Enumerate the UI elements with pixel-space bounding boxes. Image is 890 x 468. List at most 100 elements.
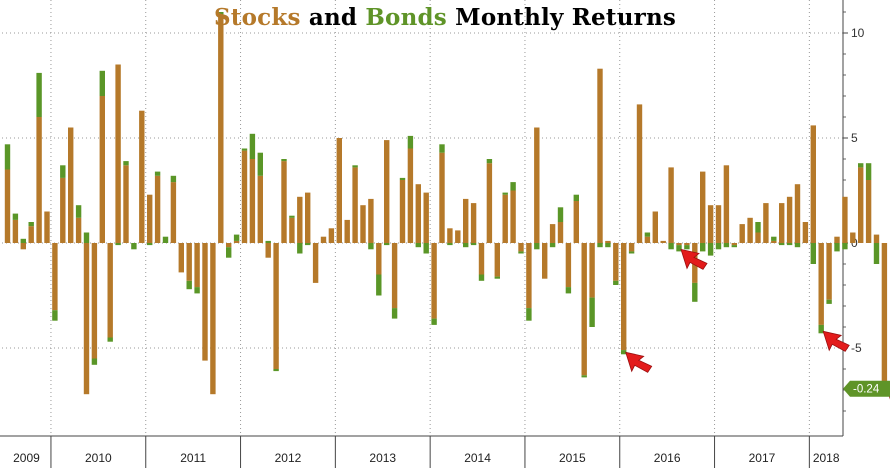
bonds-bar [826, 299, 832, 304]
stocks-bar [865, 180, 872, 243]
stocks-bar [858, 167, 864, 243]
stocks-bar [281, 161, 287, 243]
bonds-bar [123, 161, 129, 166]
stocks-bar [123, 165, 129, 243]
bonds-bar [731, 245, 737, 248]
bonds-bar [170, 175, 177, 183]
stocks-bar [542, 243, 548, 279]
bonds-bar [60, 165, 66, 178]
stocks-bar [644, 236, 651, 243]
stocks-bar [384, 140, 390, 243]
bonds-bar [431, 318, 437, 325]
bonds-bar [597, 243, 603, 248]
year-label: 2016 [654, 451, 681, 465]
bonds-bar [297, 243, 303, 254]
stocks-bar [328, 228, 335, 243]
bonds-bar [755, 222, 761, 233]
bonds-bar [810, 243, 816, 264]
stocks-bar [439, 152, 445, 243]
stocks-bar [60, 177, 66, 243]
bonds-bar [510, 182, 516, 191]
bonds-bar [502, 192, 508, 195]
stocks-bar [368, 198, 374, 243]
bonds-bar [384, 243, 390, 246]
red-arrow [680, 248, 708, 270]
stocks-bar [407, 148, 414, 243]
stocks-bar [147, 194, 153, 243]
bonds-bar [644, 232, 651, 237]
year-label: 2009 [13, 451, 40, 465]
stocks-bar [779, 203, 785, 243]
bonds-bar [257, 152, 263, 176]
bonds-bar [91, 358, 98, 365]
bonds-bar [75, 205, 82, 218]
bonds-bar [391, 308, 398, 319]
stocks-bar [786, 196, 793, 243]
stocks-bar [526, 243, 532, 309]
stocks-bar [210, 243, 216, 395]
stocks-bar [723, 165, 730, 243]
stocks-bar [478, 243, 485, 275]
bonds-bar [534, 243, 540, 250]
stocks-bar [257, 175, 263, 243]
bonds-bar [368, 243, 374, 250]
bonds-bar [20, 238, 26, 243]
bonds-bar [494, 276, 500, 279]
bonds-bar [715, 243, 722, 250]
stocks-bar [463, 198, 469, 243]
year-label: 2010 [85, 451, 112, 465]
stocks-bar [12, 219, 19, 243]
stocks-bar [534, 127, 540, 243]
stocks-bar [470, 203, 477, 243]
stocks-bar [613, 243, 619, 281]
bonds-bar [273, 369, 279, 372]
stocks-bar [44, 211, 50, 243]
stocks-bar [494, 243, 500, 277]
year-label: 2013 [369, 451, 396, 465]
bonds-bar [241, 148, 248, 151]
stocks-bar [115, 64, 121, 243]
stocks-bar [233, 240, 240, 243]
stocks-bar [565, 243, 572, 288]
bonds-bar [518, 251, 524, 254]
stocks-bar [763, 203, 769, 243]
bonds-bar [233, 234, 240, 241]
stocks-bar [771, 240, 777, 243]
year-label: 2012 [275, 451, 302, 465]
stocks-bar [826, 243, 832, 300]
bonds-bar [684, 245, 690, 250]
stocks-bar [178, 243, 184, 273]
stocks-bar [573, 201, 579, 243]
bonds-bar [83, 232, 90, 243]
stocks-bar [139, 110, 145, 243]
bonds-bar [628, 251, 635, 254]
bonds-bar [779, 243, 785, 246]
stocks-bar [676, 243, 682, 246]
stocks-bar [4, 169, 11, 243]
title-stocks: Stocks [213, 4, 301, 31]
year-label: 2011 [180, 451, 206, 465]
stocks-bar [731, 243, 737, 246]
stocks-bar [249, 159, 256, 243]
bonds-bar [186, 280, 192, 290]
bonds-bar [28, 222, 34, 227]
stocks-bar [636, 104, 643, 244]
stocks-bar [226, 243, 232, 248]
bonds-bar [147, 243, 153, 246]
stocks-bar [154, 175, 161, 243]
stocks-bar [581, 243, 587, 376]
bonds-bar [376, 274, 382, 296]
stocks-bar [755, 232, 761, 243]
year-label: 2015 [559, 451, 586, 465]
bonds-bar [218, 12, 224, 17]
stocks-bar [170, 182, 177, 243]
bonds-bar [249, 133, 256, 159]
bonds-bar [581, 375, 587, 378]
stocks-bar [739, 224, 745, 243]
stocks-bar [312, 243, 319, 283]
stocks-bar [834, 236, 840, 243]
stocks-bar [818, 243, 824, 325]
stocks-bar [605, 240, 611, 243]
stocks-bar [202, 243, 208, 361]
